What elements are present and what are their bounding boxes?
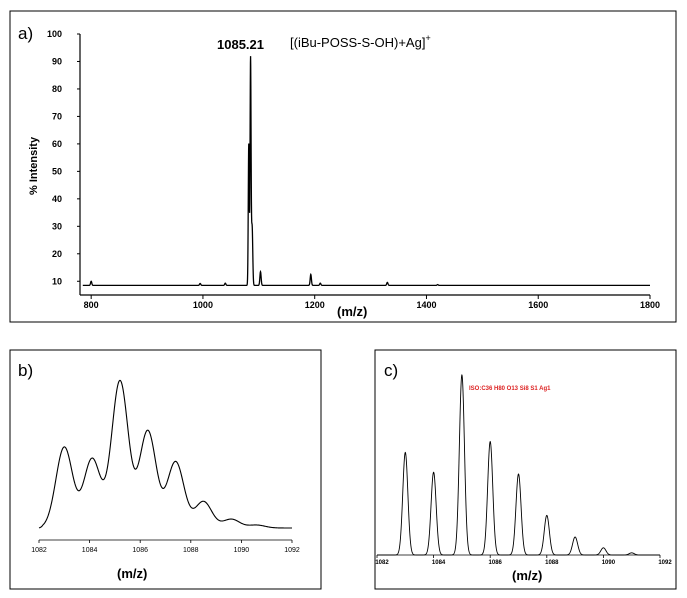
panel-b-spectrum-line — [38, 379, 292, 529]
assignment-text: [(iBu-POSS-S-OH)+Ag] — [290, 35, 425, 50]
panel-c-x-label: (m/z) — [512, 568, 542, 583]
x-tick-label: 1086 — [489, 560, 503, 566]
y-tick-label: 20 — [52, 249, 62, 259]
panel-a-y-label: % Intensity — [28, 136, 40, 195]
y-tick-label: 50 — [52, 166, 62, 176]
panel-c-frame — [374, 349, 677, 590]
x-tick-label: 1092 — [284, 547, 300, 554]
panel-a-peak-label: 1085.21 — [217, 37, 264, 52]
panel-b-ticks: 1082 1084 1086 1088 1090 1092 — [31, 540, 300, 554]
y-tick-label: 10 — [52, 276, 62, 286]
x-tick-label: 800 — [84, 300, 99, 310]
x-tick-label: 1088 — [545, 560, 559, 566]
x-tick-label: 1084 — [432, 560, 446, 566]
panel-a-spectrum-line — [82, 56, 650, 287]
panel-a-ticks: 10 20 30 40 50 60 70 80 90 100 800 1000 1200 1400 1600… — [47, 29, 660, 310]
panel-a-x-label: (m/z) — [337, 304, 367, 319]
x-tick-label: 1090 — [602, 560, 616, 566]
panel-a-assignment: [(iBu-POSS-S-OH)+Ag]+ — [290, 33, 431, 50]
y-tick-label: 40 — [52, 194, 62, 204]
y-tick-label: 80 — [52, 84, 62, 94]
x-tick-label: 1082 — [31, 547, 47, 554]
y-tick-label: 30 — [52, 221, 62, 231]
x-tick-label: 1600 — [528, 300, 548, 310]
panel-c-spectrum-line — [377, 373, 660, 556]
x-tick-label: 1200 — [305, 300, 325, 310]
x-tick-label: 1082 — [375, 560, 389, 566]
assignment-sup: + — [425, 33, 430, 43]
x-tick-label: 1800 — [640, 300, 660, 310]
panel-a-label: a) — [18, 24, 33, 43]
y-tick-label: 100 — [47, 29, 62, 39]
panel-b-label: b) — [18, 361, 33, 380]
x-tick-label: 1084 — [82, 547, 98, 554]
y-tick-label: 70 — [52, 111, 62, 121]
panel-b-x-label: (m/z) — [117, 566, 147, 581]
panel-c-title: ISO:C36 H80 O13 Si8 S1 Ag1 — [469, 386, 551, 392]
x-tick-label: 1000 — [193, 300, 213, 310]
x-tick-label: 1088 — [183, 547, 199, 554]
panel-a-frame — [9, 10, 677, 323]
y-tick-label: 90 — [52, 56, 62, 66]
panel-b-frame — [9, 349, 322, 590]
y-tick-label: 60 — [52, 139, 62, 149]
x-tick-label: 1092 — [658, 560, 672, 566]
x-tick-label: 1090 — [234, 547, 250, 554]
panel-c-label: c) — [384, 361, 398, 380]
panel-c-ticks: 1082 1084 1086 1088 1090 1092 — [375, 555, 672, 566]
x-tick-label: 1400 — [416, 300, 436, 310]
x-tick-label: 1086 — [132, 547, 148, 554]
